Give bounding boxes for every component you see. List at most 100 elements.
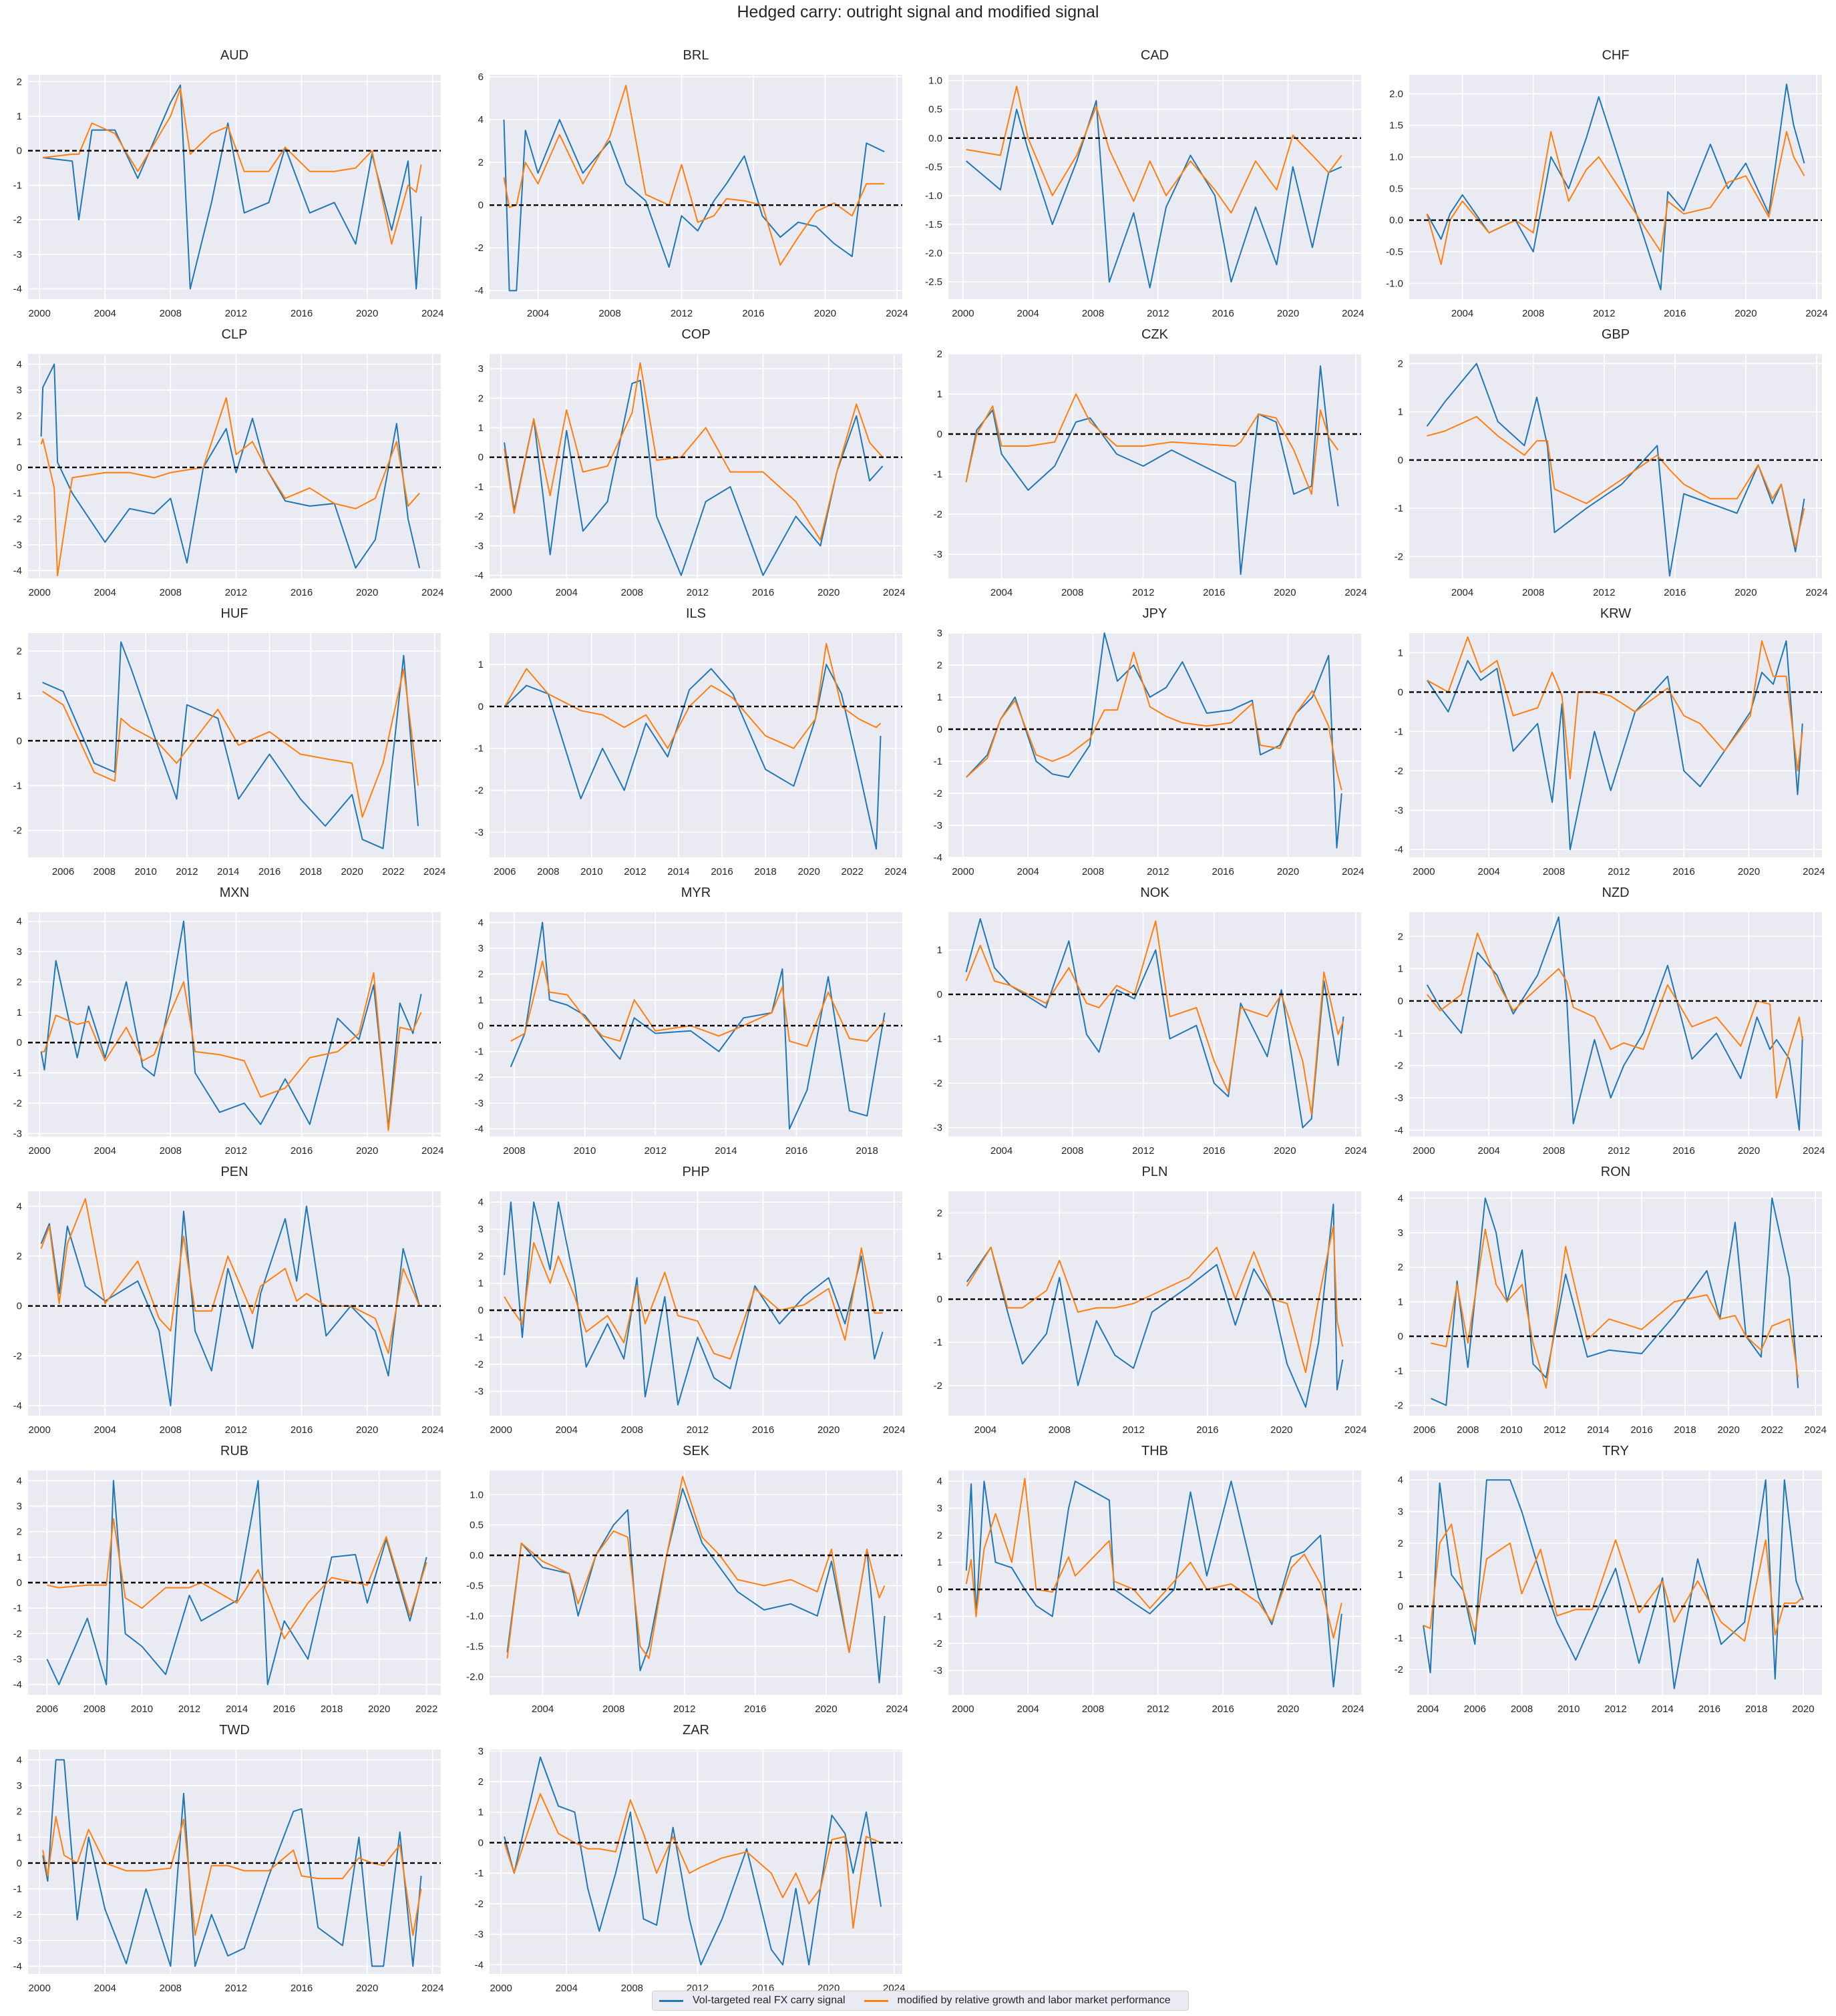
svg-text:2016: 2016 [291, 1145, 313, 1157]
svg-text:0: 0 [478, 452, 484, 463]
svg-text:2012: 2012 [687, 1424, 709, 1436]
svg-text:2016: 2016 [291, 1983, 313, 1994]
subplot-try: TRY 2004 2006 2008 2010 2012 2014 2016 2018 2020-… [1381, 1441, 1834, 1722]
svg-text:2008: 2008 [94, 866, 116, 877]
svg-text:0: 0 [17, 735, 22, 747]
svg-text:-2: -2 [934, 509, 942, 520]
svg-text:-2.0: -2.0 [925, 248, 942, 259]
svg-text:2016: 2016 [1212, 308, 1234, 319]
svg-text:-4: -4 [475, 1959, 484, 1971]
svg-text:0: 0 [17, 146, 22, 157]
svg-text:2004: 2004 [1017, 308, 1039, 319]
svg-text:2016: 2016 [1212, 866, 1234, 877]
svg-text:3: 3 [478, 1746, 484, 1757]
svg-text:2024: 2024 [883, 587, 905, 598]
svg-text:-2: -2 [1395, 1664, 1403, 1675]
subplot-title: MXN [219, 885, 250, 900]
svg-text:-2: -2 [475, 1072, 484, 1083]
svg-text:2012: 2012 [1147, 866, 1169, 877]
svg-text:2004: 2004 [94, 1145, 116, 1157]
svg-text:2006: 2006 [1413, 1424, 1435, 1436]
svg-text:2000: 2000 [1413, 1145, 1435, 1157]
subplot-clp: CLP 2000 2004 2008 2012 2016 2020 2024 -4 -3 -2 -1 0… [0, 325, 453, 605]
svg-text:2008: 2008 [160, 1145, 182, 1157]
svg-text:0: 0 [1398, 686, 1403, 698]
svg-text:2020: 2020 [817, 587, 840, 598]
svg-text:-1: -1 [475, 1046, 484, 1058]
svg-text:2000: 2000 [952, 866, 974, 877]
svg-text:2004: 2004 [94, 308, 116, 319]
svg-text:1: 1 [937, 1251, 942, 1262]
svg-text:2008: 2008 [1061, 1145, 1083, 1157]
svg-text:1: 1 [17, 1007, 22, 1018]
plot-area: 2008 2010 2012 2014 2016 2018 -4 -3 -2 -1 0 1 2 3 4 [475, 912, 902, 1157]
svg-text:-3: -3 [934, 1665, 942, 1677]
svg-text:2014: 2014 [1652, 1703, 1674, 1715]
svg-text:2024: 2024 [1344, 1145, 1366, 1157]
svg-text:-2: -2 [1395, 765, 1403, 777]
modified-signal-line [40, 397, 420, 577]
svg-text:-1: -1 [1395, 1633, 1403, 1644]
svg-text:-3: -3 [13, 1935, 22, 1947]
svg-text:2016: 2016 [1673, 866, 1695, 877]
svg-text:2000: 2000 [28, 1983, 50, 1994]
svg-text:3: 3 [1398, 1227, 1403, 1239]
svg-text:2016: 2016 [1203, 587, 1225, 598]
svg-text:3: 3 [17, 385, 22, 396]
svg-text:2020: 2020 [356, 308, 378, 319]
svg-text:2020: 2020 [1734, 587, 1757, 598]
subplot-title: PEN [220, 1165, 248, 1179]
modified-signal-line [40, 1198, 421, 1354]
subplot-title: PLN [1141, 1165, 1168, 1179]
subplot-title: AUD [220, 48, 249, 63]
svg-text:2000: 2000 [28, 1145, 50, 1157]
plot-area: 2000 2004 2008 2012 2016 2020 2024 -4 -3 -2 -1 0 1 2 3… [13, 354, 443, 598]
svg-text:1: 1 [17, 436, 22, 447]
svg-text:2004: 2004 [556, 587, 578, 598]
svg-text:2000: 2000 [490, 1983, 512, 1994]
svg-text:2024: 2024 [1805, 587, 1827, 598]
subplot-twd: TWD 2000 2004 2008 2012 2016 2020 2024 -4 -3 -2 -1 0… [0, 1720, 453, 2001]
svg-text:2016: 2016 [291, 308, 313, 319]
svg-text:2018: 2018 [1745, 1703, 1767, 1715]
subplot-title: ZAR [683, 1723, 709, 1738]
legend-line-blue-icon [659, 1999, 683, 2002]
modified-signal-line [1426, 131, 1805, 265]
plot-area: 2000 2004 2008 2012 2016 2020 2024 -2.5 -2.0 -1.5… [925, 75, 1364, 319]
svg-text:-2: -2 [934, 788, 942, 799]
svg-text:4: 4 [1398, 1474, 1403, 1486]
svg-text:4: 4 [478, 114, 484, 126]
plot-area: 2000 2004 2008 2012 2016 2020 2024 -4 -2 0 2 4 [13, 1191, 443, 1436]
svg-text:3: 3 [478, 1224, 484, 1235]
modified-signal-line [41, 972, 422, 1131]
svg-text:0.5: 0.5 [470, 1520, 484, 1531]
svg-text:2024: 2024 [421, 587, 443, 598]
svg-text:-1: -1 [13, 1068, 22, 1079]
svg-text:2012: 2012 [645, 1145, 667, 1157]
svg-text:2: 2 [17, 1527, 22, 1538]
svg-text:2012: 2012 [225, 587, 247, 598]
subplot-title: KRW [1600, 606, 1632, 621]
svg-text:2010: 2010 [580, 866, 602, 877]
subplot-zar: ZAR 2000 2004 2008 2012 2016 2020 2024 -4 -3 -2 -1 0… [462, 1720, 914, 2001]
modified-signal-line [1427, 636, 1803, 780]
svg-text:2010: 2010 [131, 1703, 153, 1715]
subplot-gbp: GBP 2004 2008 2012 2016 2020 2024 -2 -1 0 1 2 [1381, 325, 1834, 605]
subplot-title: CAD [1140, 48, 1169, 63]
svg-text:2020: 2020 [356, 1983, 378, 1994]
svg-text:-1: -1 [475, 481, 484, 493]
svg-text:0: 0 [17, 1577, 22, 1589]
svg-text:2018: 2018 [856, 1145, 878, 1157]
subplot-title: COP [681, 327, 711, 342]
svg-text:2000: 2000 [490, 587, 512, 598]
svg-text:2004: 2004 [1478, 866, 1500, 877]
svg-text:3: 3 [478, 363, 484, 375]
svg-text:2004: 2004 [1451, 308, 1473, 319]
svg-text:1: 1 [937, 945, 942, 956]
svg-text:2006: 2006 [36, 1703, 58, 1715]
subplot-title: THB [1141, 1444, 1168, 1458]
svg-text:0: 0 [478, 1837, 484, 1848]
svg-text:-2: -2 [475, 785, 484, 797]
legend-label: Vol-targeted real FX carry signal [693, 1995, 846, 2006]
